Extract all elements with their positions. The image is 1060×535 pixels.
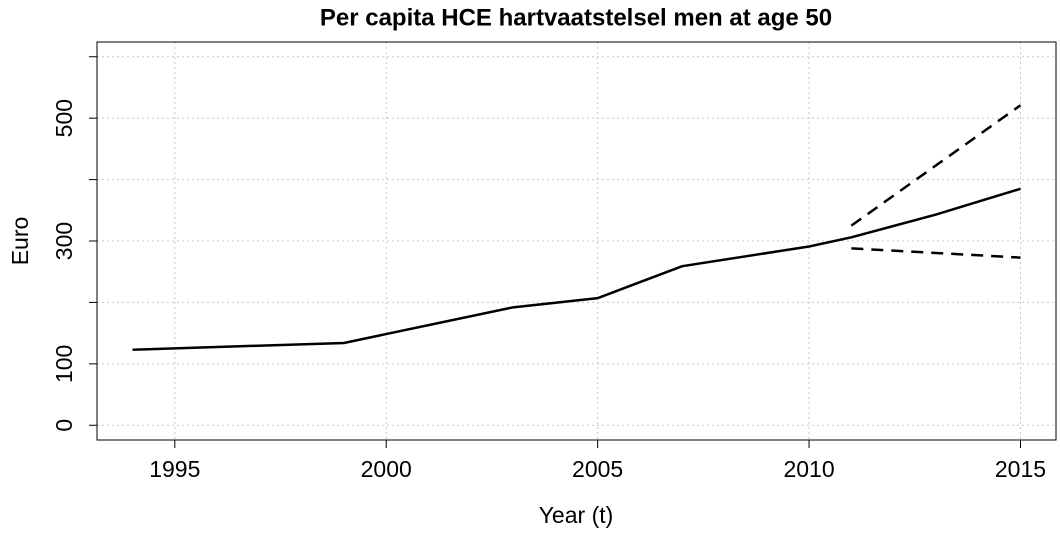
x-axis-label: Year (t) (539, 502, 614, 528)
y-tick-label: 100 (51, 345, 77, 383)
x-tick-label: 2000 (361, 456, 412, 482)
x-tick-label: 1995 (149, 456, 200, 482)
y-tick-label: 300 (51, 222, 77, 260)
line (132, 187, 1021, 351)
y-tick-label: 0 (51, 419, 77, 432)
line (850, 104, 1022, 227)
x-tick-label: 2015 (995, 456, 1046, 482)
y-tick-label: 500 (51, 99, 77, 137)
plot-frame (96, 41, 1057, 441)
x-tick-label: 2010 (783, 456, 834, 482)
y-axis-label: Euro (7, 217, 33, 266)
line (851, 247, 1021, 259)
chart-title: Per capita HCE hartvaatstelsel men at ag… (320, 4, 832, 31)
x-tick-label: 2005 (572, 456, 623, 482)
